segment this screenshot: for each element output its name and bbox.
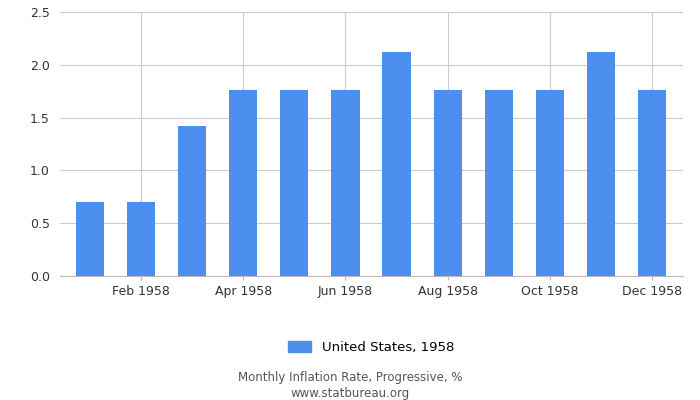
Bar (433, 90, 461, 276)
Legend: United States, 1958: United States, 1958 (282, 335, 460, 359)
Bar (331, 90, 360, 276)
Bar (127, 202, 155, 276)
Text: www.statbureau.org: www.statbureau.org (290, 388, 410, 400)
Text: Monthly Inflation Rate, Progressive, %: Monthly Inflation Rate, Progressive, % (238, 372, 462, 384)
Bar (484, 90, 512, 276)
Bar (536, 90, 564, 276)
Bar (382, 52, 411, 276)
Bar (638, 90, 666, 276)
Bar (281, 90, 309, 276)
Bar (76, 202, 104, 276)
Bar (587, 52, 615, 276)
Bar (178, 126, 206, 276)
Bar (230, 90, 258, 276)
